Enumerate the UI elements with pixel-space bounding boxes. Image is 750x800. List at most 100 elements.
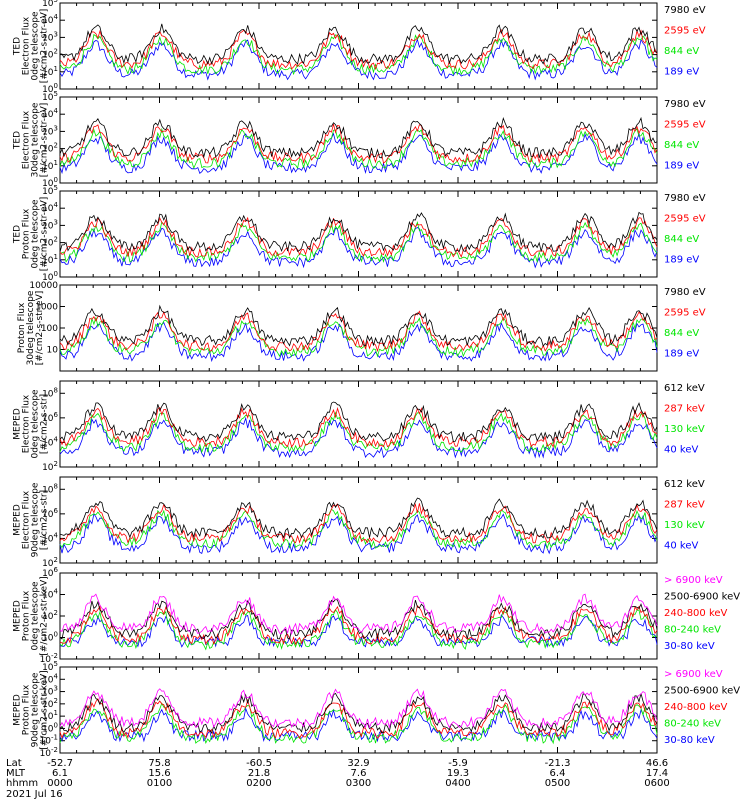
legend-entry: 2500-6900 keV	[664, 686, 740, 697]
bottom-tick-label: 0500	[545, 778, 570, 789]
y-axis-label-line: 0deg telescope	[31, 389, 41, 459]
bottom-tick-label: 7.6	[351, 768, 367, 779]
legend-entry: 130 keV	[664, 520, 705, 531]
y-axis-label: MEPEDElectron Flux90deg telescope[#/cm2-…	[13, 482, 50, 557]
y-axis-label-line: [#/cm2-s-str-eV]	[40, 103, 50, 178]
y-axis-label-line: MEPED	[13, 694, 23, 726]
series-line	[59, 692, 658, 734]
bottom-tick-label: 0300	[346, 778, 371, 789]
series-line	[59, 220, 658, 264]
series-line	[59, 124, 658, 165]
y-axis-label: MEPEDProton Flux90deg telescope[#/cm2-s-…	[13, 670, 50, 749]
bottom-tick-label: 46.6	[646, 758, 668, 769]
bottom-tick-label: 0000	[47, 778, 72, 789]
y-axis-label-line: MEPED	[13, 408, 23, 440]
legend-entry: 2595 eV	[664, 213, 706, 224]
series-line	[59, 321, 658, 363]
series-line	[59, 304, 658, 347]
y-tick-label: 105	[42, 0, 58, 9]
y-axis-label-line: 0deg telescope	[31, 581, 41, 651]
y-axis-label-line: 90deg telescope	[31, 672, 41, 747]
legend-entry: 240-800 keV	[664, 608, 728, 619]
legend-entry: 189 eV	[664, 160, 699, 171]
bottom-tick-label: 32.9	[347, 758, 369, 769]
bottom-tick-label: 0400	[445, 778, 470, 789]
series-line	[59, 116, 658, 159]
plot-frame	[59, 2, 658, 90]
y-axis-label-line: Proton Flux	[22, 684, 32, 735]
legend-entry: 287 keV	[664, 403, 705, 414]
legend-entry: 130 keV	[664, 424, 705, 435]
series-line	[59, 697, 658, 740]
y-tick-label: 10	[47, 346, 59, 356]
legend-entry: 7980 eV	[664, 99, 706, 110]
legend-entry: 7980 eV	[664, 287, 706, 298]
series-line	[59, 316, 658, 358]
bottom-tick-label: 6.1	[52, 768, 68, 779]
plot-frame	[59, 666, 658, 754]
series-line	[59, 33, 658, 76]
y-axis-label-line: Electron Flux	[22, 394, 32, 453]
series-line	[59, 132, 658, 175]
series-line	[59, 411, 658, 454]
series-line	[59, 211, 658, 253]
series-line	[59, 512, 658, 555]
y-axis-label: MEPEDProton Flux0deg telescope[#/cm2-s-s…	[13, 576, 50, 655]
bottom-tick-label: 21.8	[248, 768, 270, 779]
y-axis-label-line: 30deg telescope	[26, 290, 36, 365]
y-axis-label-line: Electron Flux	[22, 110, 32, 169]
y-axis-label: TEDElectron Flux30deg telescope[#/cm2-s-…	[13, 102, 50, 177]
plot-frame	[59, 96, 658, 184]
bottom-tick-label: -52.7	[47, 758, 73, 769]
legend-entry: 844 eV	[664, 140, 699, 151]
legend-entry: 7980 eV	[664, 193, 706, 204]
y-tick-label: 102	[42, 460, 58, 473]
series-line	[59, 688, 658, 729]
bottom-tick-label: 6.4	[550, 768, 566, 779]
y-tick-label: 1000	[35, 303, 58, 313]
series-line	[59, 502, 658, 544]
y-axis-label-line: Proton Flux	[22, 208, 32, 259]
legend-entry: > 6900 keV	[664, 575, 723, 586]
y-axis-label-line: [#/cm2-s-str-keV]	[40, 670, 50, 749]
y-axis-label-line: MEPED	[13, 600, 23, 632]
series-line	[59, 604, 658, 646]
y-axis-label-line: Proton Flux	[22, 590, 32, 641]
y-axis-label-line: Proton Flux	[17, 302, 27, 353]
legend-entry: 2595 eV	[664, 307, 706, 318]
series-line	[59, 416, 658, 459]
bottom-tick-label: 0200	[246, 778, 271, 789]
plot-frame	[59, 572, 658, 660]
legend-entry: > 6900 keV	[664, 669, 723, 680]
legend-entry: 30-80 keV	[664, 641, 715, 652]
y-axis-label-line: [#/cm2-s-str]	[40, 394, 50, 454]
bottom-axis-labels: 2021 Jul 16 Lat -52.7 75.8 -60.5 32.9 -5.9 -21…	[6, 758, 670, 800]
legend-entry: 189 eV	[664, 66, 699, 77]
series-line	[59, 227, 658, 269]
series-line	[59, 127, 658, 170]
legend-entry: 189 eV	[664, 254, 699, 265]
y-axis-label-line: TED	[13, 131, 23, 150]
y-axis-label-line: [#/cm2-s-str-keV]	[40, 576, 50, 655]
y-axis-label: MEPEDElectron Flux0deg telescope[#/cm2-s…	[13, 389, 50, 459]
bottom-tick-label: 0100	[147, 778, 172, 789]
legend-entry: 80-240 keV	[664, 625, 721, 636]
y-axis-label-line: [#/cm2-s-str-eV]	[35, 291, 45, 366]
bottom-row-label: MLT	[6, 768, 26, 779]
legend-entry: 7980 eV	[664, 5, 706, 16]
bottom-tick-label: 19.3	[447, 768, 469, 779]
bottom-tick-label: -60.5	[246, 758, 272, 769]
legend-entry: 240-800 keV	[664, 702, 728, 713]
y-axis-label-line: 90deg telescope	[31, 482, 41, 557]
series-line	[59, 38, 658, 81]
y-axis-label: TEDElectron Flux0deg telescope[#/cm2-s-s…	[13, 9, 50, 84]
y-axis-label-line: Electron Flux	[22, 490, 32, 549]
bottom-row-label: Lat	[6, 758, 22, 769]
y-tick-label: 10000	[29, 281, 58, 291]
legend-entry: 844 eV	[664, 46, 699, 57]
